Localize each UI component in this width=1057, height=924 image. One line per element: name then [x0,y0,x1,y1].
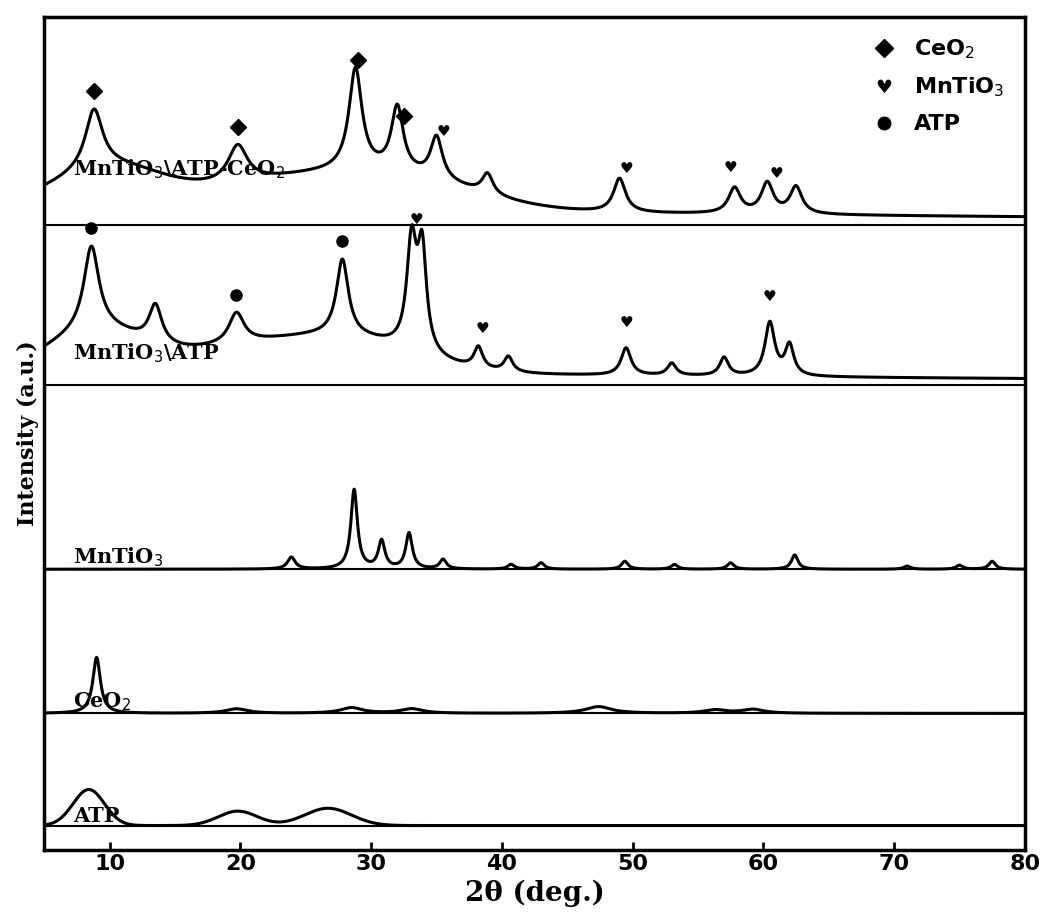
Legend: CeO$_2$, MnTiO$_3$, ATP: CeO$_2$, MnTiO$_3$, ATP [853,27,1015,144]
Text: MnTiO$_3$\ATP: MnTiO$_3$\ATP [73,342,220,365]
Text: ♥: ♥ [437,124,450,139]
Text: ATP: ATP [73,806,119,825]
X-axis label: 2θ (deg.): 2θ (deg.) [465,880,605,907]
Text: ♥: ♥ [763,288,777,304]
Text: MnTiO$_3$\ATP-CeO$_2$: MnTiO$_3$\ATP-CeO$_2$ [73,157,285,181]
Text: ♥: ♥ [476,322,489,336]
Text: ♥: ♥ [410,212,424,226]
Text: ♥: ♥ [619,161,633,176]
Text: CeO$_2$: CeO$_2$ [73,691,131,713]
Text: ♥: ♥ [769,166,783,181]
Text: MnTiO$_3$: MnTiO$_3$ [73,546,163,569]
Y-axis label: Intensity (a.u.): Intensity (a.u.) [17,340,39,526]
Text: ♥: ♥ [619,315,633,330]
Text: ♥: ♥ [724,161,738,176]
